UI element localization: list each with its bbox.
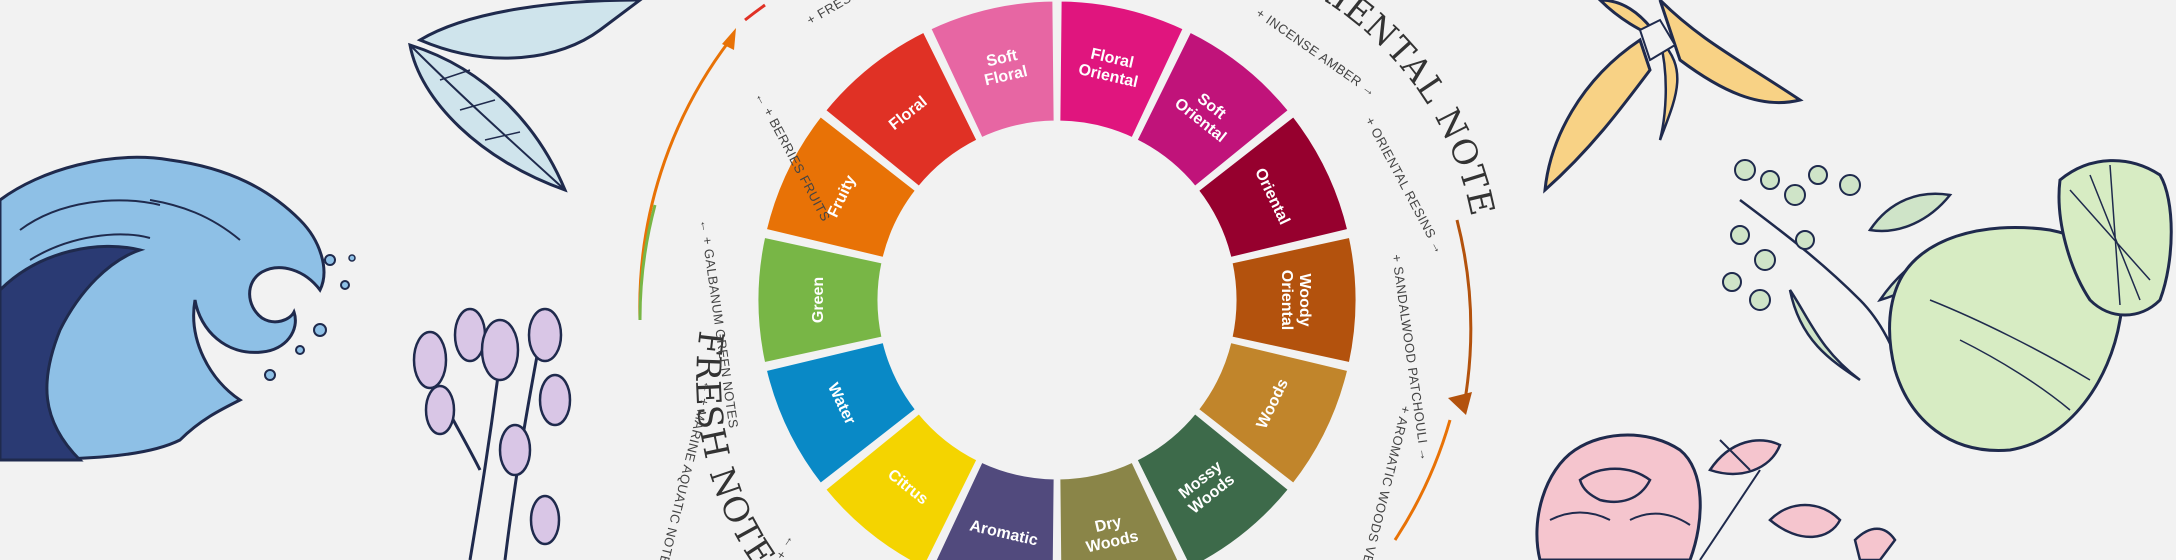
wheel-segment (1195, 113, 1351, 261)
flower-illustration (1543, 0, 1804, 194)
fresh-arc-green (638, 204, 657, 321)
lavender-illustration (412, 307, 572, 560)
wheel-center (881, 124, 1233, 476)
wheel-segment (1133, 410, 1292, 560)
wheel-segment (1195, 339, 1351, 487)
note-aromatic-woods: + AROMATIC WOODS VETIVER → (1346, 404, 1414, 560)
wave-illustration (0, 155, 356, 462)
wheel-segment-label: FloralOriental (1077, 44, 1144, 92)
wheel-segment (822, 29, 981, 190)
rose-illustration (1535, 433, 1897, 560)
wheel-segment-label: WoodyOriental (1278, 270, 1313, 330)
wheel-segment (755, 234, 885, 366)
wheel-segment (763, 339, 919, 487)
wheel-segment (933, 459, 1057, 560)
wheel-segment (763, 113, 919, 261)
wheel-segment (927, 0, 1057, 141)
arrow-head-up (722, 28, 736, 50)
wheel-segment (1133, 29, 1292, 190)
wheel-segment (822, 410, 981, 560)
wheel-segment (1057, 459, 1181, 560)
oriental-arc-lower (1393, 419, 1452, 541)
wheel-segment-label: Green (810, 277, 827, 323)
wheel-segment (1229, 234, 1359, 366)
note-fresh-flowers: + FRESH FLOWERS (804, 0, 925, 28)
leaf-illustration (408, 0, 643, 193)
arrow-head-down (1448, 392, 1472, 415)
top-arc (744, 3, 766, 22)
outer-arcs (638, 3, 1473, 541)
bergamot-illustration (1867, 159, 2173, 452)
fragrance-wheel: SoftFloralFloralOrientalSoftOrientalOrie… (755, 0, 1359, 560)
oriental-arc (1455, 219, 1473, 401)
wheel-segment (1057, 0, 1187, 141)
